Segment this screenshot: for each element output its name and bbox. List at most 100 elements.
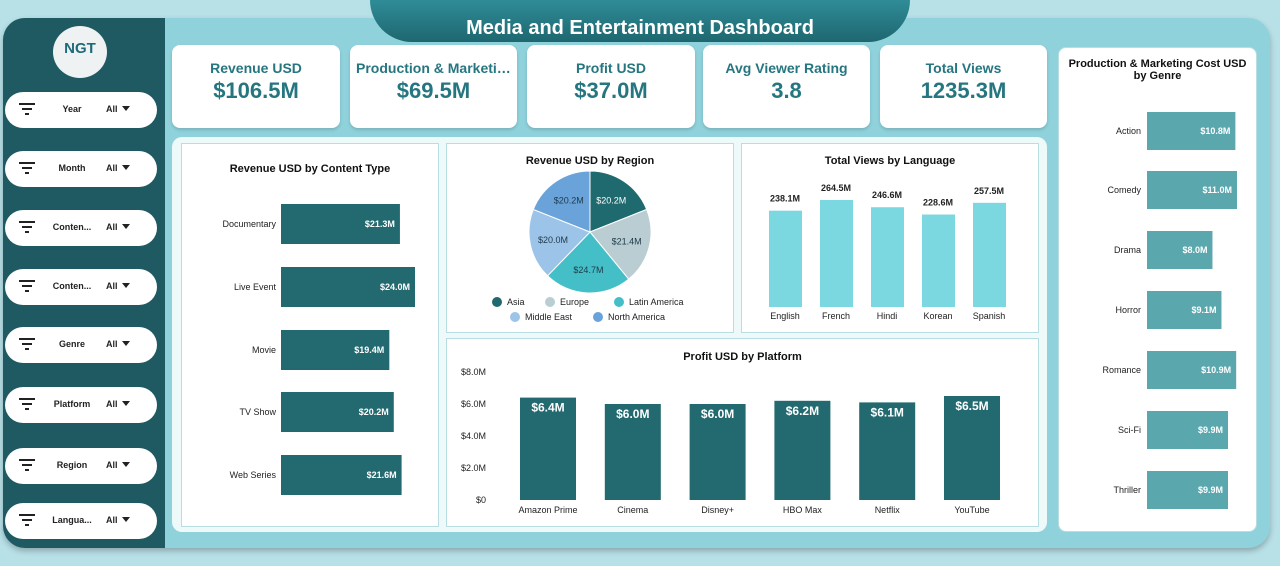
filter-dropdown[interactable]: All xyxy=(106,222,130,233)
kpi-card: Revenue USD $106.5M xyxy=(172,45,340,128)
category-label: Documentary xyxy=(222,219,276,229)
category-label: Action xyxy=(1116,126,1141,136)
data-label: $8.0M xyxy=(1182,245,1207,255)
category-label: Amazon Prime xyxy=(518,505,577,515)
data-label: $6.0M xyxy=(616,407,649,421)
pie-slice[interactable] xyxy=(546,231,630,294)
data-label: $24.0M xyxy=(380,282,410,292)
category-label: Disney+ xyxy=(701,505,734,515)
filter-dropdown[interactable]: All xyxy=(106,104,130,115)
data-label: 264.5M xyxy=(821,183,851,193)
bar[interactable] xyxy=(944,396,1000,500)
filter-slicer[interactable]: Platform All xyxy=(5,387,157,423)
bar[interactable] xyxy=(1147,171,1237,209)
data-label: $11.0M xyxy=(1202,185,1232,195)
legend-label: Asia xyxy=(507,297,525,307)
filter-label: Year xyxy=(62,104,82,114)
bar[interactable] xyxy=(281,204,400,244)
data-label: $9.9M xyxy=(1198,425,1223,435)
kpi-card: Profit USD $37.0M xyxy=(527,45,695,128)
bar[interactable] xyxy=(859,402,916,500)
bar[interactable] xyxy=(604,404,661,500)
filter-dropdown[interactable]: All xyxy=(106,460,130,471)
filter-icon xyxy=(19,280,35,295)
bar[interactable] xyxy=(1147,231,1213,269)
bar[interactable] xyxy=(281,330,390,370)
category-label: Hindi xyxy=(877,311,898,321)
data-label: $6.0M xyxy=(701,407,734,421)
kpi-card: Production & Marketing Cost USD $69.5M xyxy=(350,45,517,128)
bar[interactable] xyxy=(281,267,415,307)
data-label: $20.2M xyxy=(359,407,389,417)
category-label: Web Series xyxy=(230,470,277,480)
filter-dropdown[interactable]: All xyxy=(106,281,130,292)
category-label: Netflix xyxy=(875,505,901,515)
bar[interactable] xyxy=(281,392,394,432)
kpi-value: $106.5M xyxy=(213,78,299,103)
bar[interactable] xyxy=(820,200,853,307)
category-label: Comedy xyxy=(1107,185,1141,195)
category-label: HBO Max xyxy=(783,505,823,515)
category-label: Movie xyxy=(252,345,276,355)
bar[interactable] xyxy=(1147,471,1228,509)
bar[interactable] xyxy=(1147,411,1228,449)
chart-title: Production & Marketing Cost USD by Genre xyxy=(1068,58,1247,82)
chart-title: Profit USD by Platform xyxy=(683,351,802,363)
category-label: French xyxy=(822,311,850,321)
y-tick-label: $0 xyxy=(476,495,486,505)
bar[interactable] xyxy=(1147,112,1236,150)
filter-dropdown[interactable]: All xyxy=(106,339,130,350)
filter-slicer[interactable]: Year All xyxy=(5,92,157,128)
category-label: English xyxy=(770,311,800,321)
category-label: Sci-Fi xyxy=(1118,425,1141,435)
data-label: 257.5M xyxy=(974,186,1004,196)
filter-dropdown[interactable]: All xyxy=(106,399,130,410)
data-label: $6.4M xyxy=(531,401,564,415)
filter-slicer[interactable]: Genre All xyxy=(5,327,157,363)
data-label: $21.3M xyxy=(365,219,395,229)
filter-label: Region xyxy=(56,460,88,470)
category-label: Drama xyxy=(1114,245,1141,255)
filter-slicer[interactable]: Langua... All xyxy=(5,503,157,539)
legend-label: Europe xyxy=(560,297,589,307)
pie-slice[interactable] xyxy=(589,208,652,280)
data-label: $6.2M xyxy=(786,404,819,418)
pie-slice[interactable] xyxy=(532,170,591,233)
data-label: $6.1M xyxy=(871,405,904,419)
logo: NGT xyxy=(53,26,107,78)
bar[interactable] xyxy=(1147,291,1222,329)
bar[interactable] xyxy=(1147,351,1237,389)
data-label: $6.5M xyxy=(955,399,988,413)
category-label: Spanish xyxy=(973,311,1006,321)
filter-slicer[interactable]: Month All xyxy=(5,151,157,187)
category-label: Live Event xyxy=(234,282,277,292)
bar[interactable] xyxy=(922,214,955,307)
chart-title: Revenue USD by Content Type xyxy=(229,163,391,175)
bar[interactable] xyxy=(871,207,904,307)
bar[interactable] xyxy=(973,202,1006,307)
data-label: 246.6M xyxy=(872,190,902,200)
filter-icon xyxy=(19,103,35,118)
legend-marker xyxy=(614,297,624,307)
filter-slicer[interactable]: Conten... All xyxy=(5,269,157,305)
filter-icon xyxy=(19,459,35,474)
pie-slice[interactable] xyxy=(589,170,648,233)
kpi-value: $69.5M xyxy=(396,78,471,103)
bar[interactable] xyxy=(520,397,576,500)
filter-label: Platform xyxy=(53,399,91,409)
filter-slicer[interactable]: Conten... All xyxy=(5,210,157,246)
bar[interactable] xyxy=(774,400,831,500)
bar[interactable] xyxy=(769,210,802,307)
filter-dropdown[interactable]: All xyxy=(106,163,130,174)
data-label: $10.8M xyxy=(1200,126,1230,136)
data-label: $20.2M xyxy=(596,196,626,206)
category-label: TV Show xyxy=(239,407,276,417)
data-label: $21.4M xyxy=(612,236,642,246)
bar[interactable] xyxy=(689,404,746,500)
legend-label: North America xyxy=(608,312,665,322)
filter-dropdown[interactable]: All xyxy=(106,515,130,526)
filter-slicer[interactable]: Region All xyxy=(5,448,157,484)
category-label: Horror xyxy=(1115,305,1141,315)
bar[interactable] xyxy=(281,455,402,495)
